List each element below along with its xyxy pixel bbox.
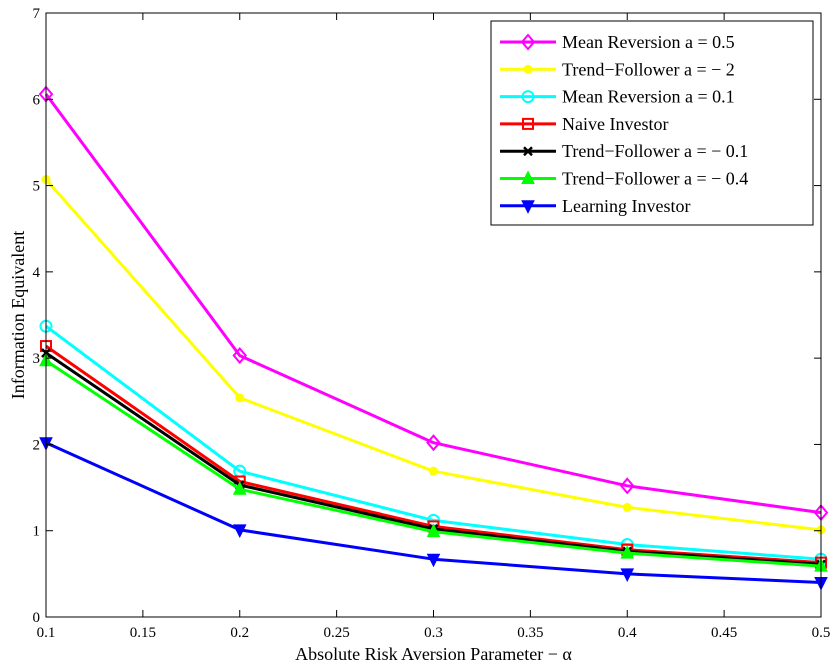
data-point (232, 347, 248, 365)
legend-marker (523, 146, 533, 157)
y-tick-label: 3 (33, 351, 41, 367)
x-tick-label: 0.3 (424, 625, 443, 641)
data-point (429, 466, 438, 476)
legend-item: Mean Reversion a = 0.5 (500, 32, 735, 52)
legend-marker (521, 170, 535, 184)
data-point (235, 393, 245, 403)
legend-marker (523, 64, 533, 74)
data-point (622, 502, 632, 512)
series-6 (39, 352, 828, 572)
y-tick-label: 6 (33, 92, 41, 108)
data-point (620, 568, 635, 582)
legend-label: Trend−Follower a = − 0.4 (562, 169, 748, 189)
data-point (426, 553, 441, 568)
data-point (426, 434, 441, 452)
legend-label: Naive Investor (562, 114, 668, 134)
series-line (44, 93, 822, 515)
x-tick-label: 0.1 (37, 625, 56, 641)
legend-label: Trend−Follower a = − 2 (562, 59, 735, 79)
legend-marker (521, 200, 535, 214)
legend-label: Mean Reversion a = 0.5 (562, 32, 735, 52)
x-tick-label: 0.2 (230, 625, 249, 641)
x-tick-label: 0.25 (324, 625, 350, 641)
legend-item: Mean Reversion a = 0.1 (500, 87, 735, 107)
legend-label: Mean Reversion a = 0.1 (562, 87, 735, 107)
legend-label: Learning Investor (562, 196, 690, 216)
y-tick-label: 1 (33, 524, 41, 540)
y-tick-label: 7 (33, 6, 41, 22)
data-point (426, 523, 441, 538)
series-2 (41, 175, 826, 535)
y-tick-label: 4 (33, 265, 41, 281)
legend-item: Trend−Follower a = − 0.1 (500, 141, 748, 161)
legend-item: Trend−Follower a = − 2 (500, 59, 735, 79)
x-tick-label: 0.15 (130, 625, 156, 641)
data-point (232, 524, 247, 538)
legend-item: Trend−Follower a = − 0.4 (500, 169, 748, 189)
y-axis-title: Information Equivalent (8, 231, 28, 399)
legend-item: Learning Investor (500, 196, 690, 216)
x-axis-title: Absolute Risk Aversion Parameter − α (295, 644, 572, 664)
legend-marker (520, 33, 536, 51)
legend-marker (521, 90, 535, 104)
x-tick-label: 0.45 (711, 625, 737, 641)
x-tick-label: 0.5 (812, 625, 831, 641)
legend: Mean Reversion a = 0.5 Trend−Follower a =… (490, 20, 814, 226)
data-point (620, 545, 635, 559)
axis-layer: 0.1 0.15 0.2 0.25 0.3 0.35 0.4 0.45 0.5 0 1 2 3 4 5 6 7 (33, 6, 831, 641)
y-tick-label: 2 (33, 437, 41, 453)
data-point (619, 477, 635, 495)
series-7 (39, 437, 828, 591)
x-tick-label: 0.4 (618, 625, 637, 641)
x-tick-label: 0.35 (517, 625, 543, 641)
legend-item: Naive Investor (500, 114, 668, 134)
y-tick-label: 5 (33, 179, 41, 195)
legend-marker (522, 117, 534, 130)
y-tick-label: 0 (33, 610, 41, 626)
data-point (232, 481, 247, 495)
series-line (44, 178, 822, 532)
series-layer (38, 85, 829, 591)
legend-label: Trend−Follower a = − 0.1 (562, 141, 748, 161)
